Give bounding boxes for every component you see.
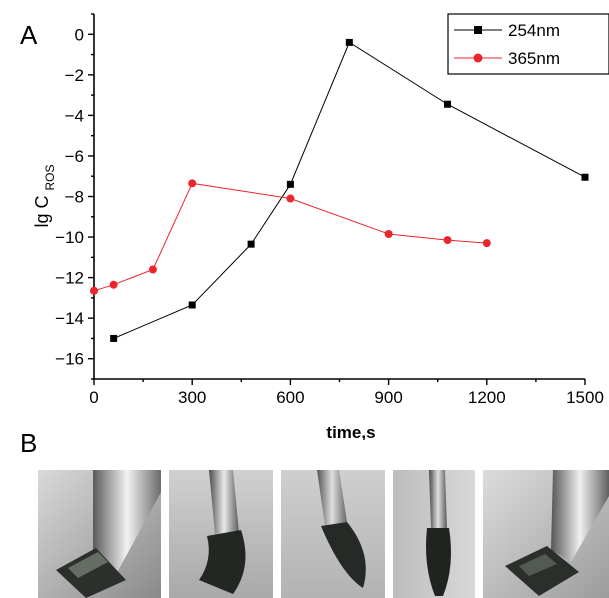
data-point-365nm <box>148 265 157 274</box>
legend-label-254nm: 254nm <box>508 21 560 40</box>
data-point-365nm <box>188 179 197 188</box>
data-point-254nm <box>581 173 589 181</box>
data-point-254nm <box>444 100 452 108</box>
data-point-254nm <box>286 180 294 188</box>
series-line-365nm <box>93 182 487 292</box>
film-flat-photo-icon <box>38 470 161 598</box>
legend-marker-254nm <box>474 26 482 34</box>
y-tick-label: −2 <box>65 66 84 85</box>
data-point-365nm <box>90 286 98 295</box>
chart-series <box>90 38 589 342</box>
panel-b-label: B <box>20 428 38 458</box>
film-bent-photo-icon <box>169 470 273 598</box>
chart-axis-labels: time,s lg C ROS <box>32 164 376 440</box>
y-tick-label: −6 <box>65 147 84 166</box>
data-point-365nm <box>482 239 491 248</box>
y-axis-label-subscript: ROS <box>43 164 57 190</box>
data-point-254nm <box>345 38 353 46</box>
photo-2 <box>169 470 273 598</box>
series-line-254nm <box>113 41 586 339</box>
data-point-365nm <box>286 194 295 203</box>
y-axis-label-main: lg C <box>32 191 52 228</box>
photo-1 <box>38 470 161 598</box>
panel-a-label: A <box>20 20 38 50</box>
photo-strip <box>38 470 609 598</box>
film-recovered-photo-icon <box>483 470 609 598</box>
chart-legend: 254nm 365nm <box>447 13 609 75</box>
y-tick-label: 0 <box>75 25 84 44</box>
data-point-365nm <box>443 236 452 245</box>
chart-ticks: 0 −2 −4 −6 −8 −10 −12 −14 −16 0 300 600 900 1200 1500 <box>55 13 604 407</box>
legend-box <box>447 13 609 75</box>
y-tick-label: −8 <box>65 188 84 207</box>
y-tick-label: −16 <box>55 350 84 369</box>
data-point-365nm <box>109 280 118 289</box>
photo-4 <box>393 470 475 598</box>
y-axis-label: lg C ROS <box>32 164 57 227</box>
legend-marker-365nm <box>473 53 483 63</box>
y-tick-label: −4 <box>65 106 84 125</box>
data-point-254nm <box>247 240 255 248</box>
x-tick-label: 1500 <box>566 388 604 407</box>
line-chart: 0−2−4−6−8−10−12−14−160 300 600 900 1200 1500 … <box>32 13 609 440</box>
y-tick-label: −10 <box>55 228 84 247</box>
x-tick-label: 300 <box>178 388 206 407</box>
legend-label-365nm: 365nm <box>508 49 560 68</box>
y-tick-label: −12 <box>55 269 84 288</box>
x-axis-label: time,s <box>326 423 375 440</box>
photo-3 <box>281 470 385 598</box>
x-tick-label: 600 <box>276 388 304 407</box>
x-tick-label: 900 <box>374 388 402 407</box>
film-rolled-photo-icon <box>393 470 475 598</box>
photo-5 <box>483 470 609 598</box>
y-tick-label: −14 <box>55 309 84 328</box>
data-point-254nm <box>188 301 196 309</box>
film-curled-photo-icon <box>281 470 385 598</box>
data-point-365nm <box>384 230 393 239</box>
x-tick-label: 1200 <box>468 388 506 407</box>
x-tick-label: 0 <box>89 388 98 407</box>
data-point-254nm <box>110 334 118 342</box>
